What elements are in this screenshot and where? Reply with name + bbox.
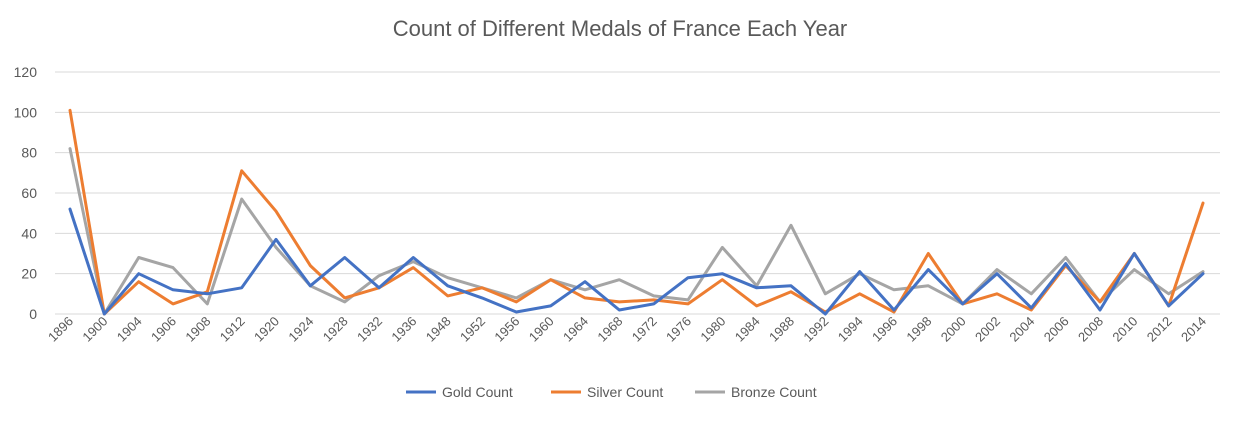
x-tick-label: 1912 [217, 314, 248, 345]
x-tick-label: 1964 [560, 314, 591, 345]
x-tick-label: 2014 [1178, 314, 1209, 345]
x-tick-label: 1920 [251, 314, 282, 345]
x-tick-label: 1904 [114, 314, 145, 345]
x-tick-label: 1908 [182, 314, 213, 345]
x-tick-label: 1906 [148, 314, 179, 345]
x-tick-label: 1948 [423, 314, 454, 345]
y-tick-label: 120 [14, 64, 38, 80]
y-tick-label: 40 [21, 225, 37, 241]
series-line-bronze-count [68, 147, 1205, 316]
x-tick-label: 2012 [1144, 314, 1175, 345]
x-tick-label: 1996 [869, 314, 900, 345]
legend-label: Silver Count [587, 384, 663, 400]
x-tick-label: 1956 [491, 314, 522, 345]
y-tick-label: 0 [29, 306, 37, 322]
y-tick-label: 20 [21, 266, 37, 282]
x-tick-label: 2000 [938, 314, 969, 345]
x-tick-label: 1960 [526, 314, 557, 345]
x-tick-label: 1896 [45, 314, 76, 345]
x-tick-label: 1980 [697, 314, 728, 345]
x-tick-label: 2006 [1041, 314, 1072, 345]
x-tick-label: 1994 [835, 314, 866, 345]
legend-label: Bronze Count [731, 384, 817, 400]
x-tick-label: 2004 [1006, 314, 1037, 345]
y-tick-label: 80 [21, 145, 37, 161]
x-tick-label: 1932 [354, 314, 385, 345]
x-tick-label: 2002 [972, 314, 1003, 345]
x-tick-label: 2010 [1109, 314, 1140, 345]
x-tick-label: 1900 [79, 314, 110, 345]
x-tick-label: 1984 [732, 314, 763, 345]
x-tick-label: 1952 [457, 314, 488, 345]
x-tick-label: 1988 [766, 314, 797, 345]
x-tick-label: 1972 [629, 314, 660, 345]
y-tick-label: 60 [21, 185, 37, 201]
x-tick-label: 2008 [1075, 314, 1106, 345]
x-tick-label: 1976 [663, 314, 694, 345]
y-tick-label: 100 [14, 104, 38, 120]
x-tick-label: 1924 [285, 314, 316, 345]
x-tick-label: 1936 [388, 314, 419, 345]
x-tick-label: 1992 [800, 314, 831, 345]
legend-label: Gold Count [442, 384, 513, 400]
series-line-silver-count [68, 108, 1205, 316]
x-tick-label: 1998 [903, 314, 934, 345]
x-tick-label: 1928 [320, 314, 351, 345]
series-line-gold-count [68, 207, 1205, 316]
x-tick-label: 1968 [594, 314, 625, 345]
chart-title: Count of Different Medals of France Each… [392, 16, 848, 41]
